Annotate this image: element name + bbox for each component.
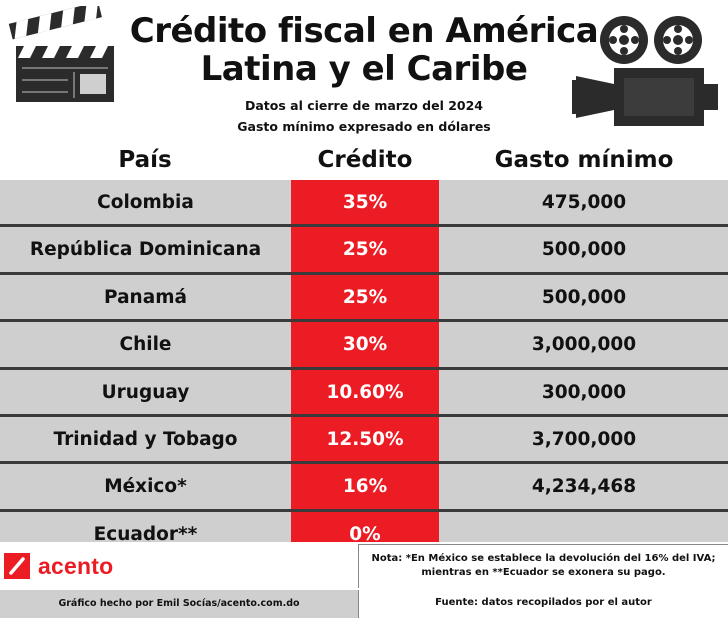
min-spend-cell: 3,000,000 <box>531 334 637 356</box>
row-divider <box>0 366 728 370</box>
country-cell: Colombia <box>97 192 194 213</box>
film-projector-icon <box>572 16 718 126</box>
row-divider <box>0 271 728 275</box>
country-cell: Panamá <box>104 286 187 308</box>
column-header-country: País <box>118 147 172 173</box>
country-cell: México* <box>104 476 187 498</box>
column-header-min-spend: Gasto mínimo <box>494 147 674 173</box>
credit-column-highlight <box>291 180 439 542</box>
footnote-line-1: Nota: *En México se establece la devoluc… <box>371 553 716 564</box>
title-line-2: Latina y el Caribe <box>200 49 528 89</box>
source-note: Fuente: datos recopilados por el autor <box>358 590 728 618</box>
min-spend-cell: 4,234,468 <box>531 476 637 498</box>
data-table: Colombia 35% 475,000 República Dominicana 25… <box>0 180 728 545</box>
row-divider <box>0 461 728 465</box>
logo-area <box>0 544 358 588</box>
credit-cell: 0% <box>349 523 381 545</box>
min-spend-cell: 500,000 <box>541 239 627 261</box>
country-cell: Trinidad y Tobago <box>53 429 238 450</box>
min-spend-cell: 3,700,000 <box>531 429 637 450</box>
table-row: República Dominicana 25% 500,000 <box>0 227 728 272</box>
film-clapperboard-icon <box>8 6 114 102</box>
footnote: Nota: *En México se establece la devoluc… <box>358 544 728 588</box>
credit-cell: 25% <box>342 239 388 261</box>
credit-cell: 10.60% <box>326 381 404 403</box>
author-credit: Gráfico hecho por Emil Socías/acento.com… <box>0 590 358 618</box>
column-header-credit: Crédito <box>317 147 413 173</box>
min-spend-cell: 300,000 <box>541 381 627 403</box>
subtitle-date: Datos al cierre de marzo del 2024 <box>244 98 484 113</box>
country-cell: República Dominicana <box>29 239 262 261</box>
table-row: Ecuador** 0% <box>0 512 728 557</box>
credit-cell: 35% <box>342 192 388 213</box>
country-cell: Chile <box>119 334 172 356</box>
table-row: Trinidad y Tobago 12.50% 3,700,000 <box>0 417 728 462</box>
min-spend-cell: 500,000 <box>541 286 627 308</box>
table-row: Panamá 25% 500,000 <box>0 275 728 320</box>
table-row: Chile 30% 3,000,000 <box>0 322 728 367</box>
min-spend-cell: 475,000 <box>541 192 627 213</box>
credit-cell: 16% <box>342 476 388 498</box>
page-title: Crédito fiscal en América Latina y el Ca… <box>118 12 610 88</box>
credit-cell: 25% <box>342 286 388 308</box>
acento-logo-icon <box>4 553 30 579</box>
credit-cell: 30% <box>342 334 388 356</box>
table-row: Uruguay 10.60% 300,000 <box>0 370 728 415</box>
credit-cell: 12.50% <box>326 429 404 450</box>
row-divider <box>0 224 728 228</box>
row-divider <box>0 508 728 512</box>
country-cell: Uruguay <box>101 381 190 403</box>
logo-text: acento <box>38 553 114 579</box>
table-row: México* 16% 4,234,468 <box>0 464 728 509</box>
title-line-1: Crédito fiscal en América <box>129 11 599 51</box>
subtitle-units: Gasto mínimo expresado en dólares <box>237 119 491 134</box>
footnote-line-2: mientras en **Ecuador se exonera su pago… <box>421 567 666 578</box>
row-divider <box>0 319 728 323</box>
country-cell: Ecuador** <box>93 523 198 545</box>
table-row: Colombia 35% 475,000 <box>0 180 728 225</box>
row-divider <box>0 414 728 417</box>
